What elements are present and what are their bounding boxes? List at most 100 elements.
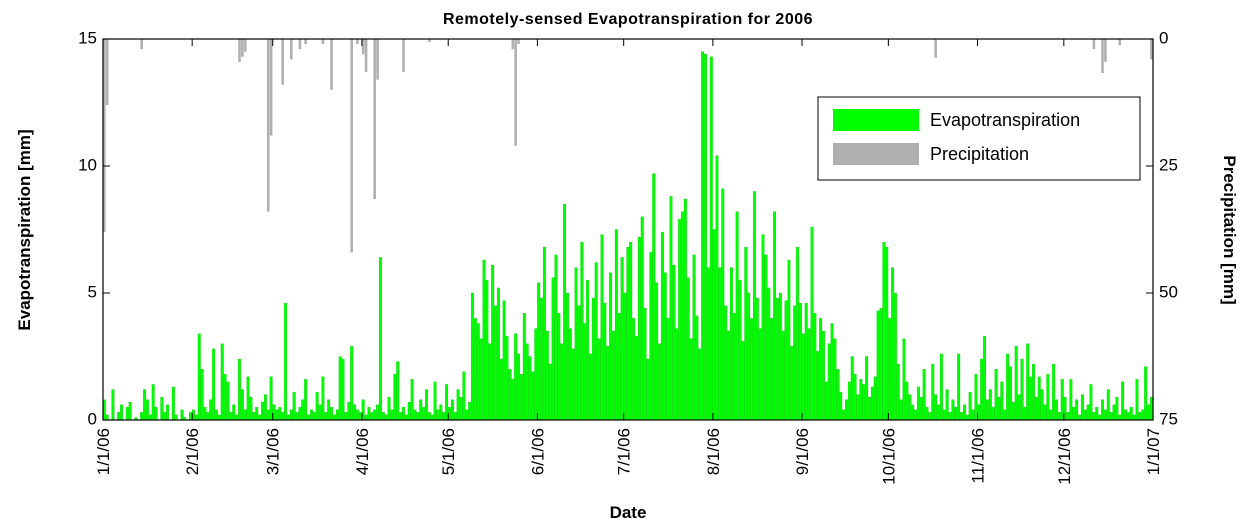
evapotranspiration-bar [983, 336, 987, 421]
evapotranspiration-bar [425, 389, 428, 421]
evapotranspiration-bar [873, 376, 877, 421]
precipitation-bar [1101, 39, 1104, 74]
evapotranspiration-bar [479, 338, 483, 421]
evapotranspiration-bar [563, 203, 567, 421]
precipitation-bar [934, 39, 937, 58]
evapotranspiration-bar [899, 399, 903, 421]
evapotranspiration-bar [387, 396, 391, 421]
evapotranspiration-bar [1098, 414, 1102, 421]
evapotranspiration-bar [200, 369, 204, 421]
evapotranspiration-bar [335, 409, 339, 421]
evapotranspiration-bar [824, 381, 828, 421]
evapotranspiration-bar [1060, 379, 1064, 421]
evapotranspiration-bar [1009, 366, 1012, 421]
evapotranspiration-bar [617, 313, 621, 421]
evapotranspiration-bar [171, 386, 175, 421]
evapotranspiration-bar [738, 280, 742, 421]
evapotranspiration-bar [511, 379, 515, 421]
evapotranspiration-bar [456, 389, 460, 421]
y-tick-label: 0 [88, 409, 97, 428]
evapotranspiration-bar [517, 353, 520, 421]
evapotranspiration-bar [801, 333, 805, 421]
evapotranspiration-bar [439, 404, 443, 421]
evapotranspiration-bar [379, 257, 382, 421]
evapotranspiration-bar [307, 414, 310, 421]
evapotranspiration-bar [209, 399, 213, 421]
evapotranspiration-bar [597, 338, 601, 421]
evapotranspiration-bar [862, 384, 866, 421]
evapotranspiration-bar [422, 407, 426, 421]
legend-swatch [833, 143, 919, 165]
evapotranspiration-bar [146, 399, 149, 421]
evapotranspiration-bar [600, 234, 604, 421]
x-tick-label: 9/1/06 [793, 428, 812, 475]
evapotranspiration-bar [174, 414, 178, 421]
evapotranspiration-bar [1006, 353, 1010, 421]
evapotranspiration-bar [793, 305, 797, 421]
evapotranspiration-bar [997, 396, 1001, 421]
evapotranspiration-bar [427, 412, 431, 421]
precipitation-bar [281, 39, 284, 85]
evapotranspiration-bar [905, 381, 909, 421]
x-tick-label: 4/1/06 [353, 428, 372, 475]
evapotranspiration-bar [902, 338, 906, 421]
evapotranspiration-bar [847, 381, 851, 421]
evapotranspiration-bar [269, 376, 273, 421]
evapotranspiration-bar [1032, 363, 1035, 421]
evapotranspiration-bar [810, 226, 814, 421]
evapotranspiration-bar [243, 409, 247, 421]
evapotranspiration-bar [514, 333, 518, 421]
evapotranspiration-bar [309, 409, 313, 421]
evapotranspiration-bar [1072, 407, 1076, 421]
evapotranspiration-bar [715, 155, 719, 421]
evapotranspiration-bar [879, 308, 883, 421]
precipitation-bar [289, 39, 293, 60]
precipitation-bar [350, 39, 353, 253]
evapotranspiration-bar [632, 318, 636, 421]
evapotranspiration-bar [626, 247, 630, 421]
evapotranspiration-bar [324, 412, 328, 421]
precipitation-bar [376, 39, 379, 80]
precipitation-bar [428, 39, 431, 43]
evapotranspiration-bar [758, 328, 762, 421]
evapotranspiration-bar [704, 54, 707, 421]
evapotranspiration-bar [143, 389, 147, 421]
evapotranspiration-bar [1078, 414, 1081, 421]
evapotranspiration-bar [381, 412, 385, 421]
evapotranspiration-bar [1089, 384, 1093, 421]
evapotranspiration-bar [965, 414, 969, 421]
evapotranspiration-bar [994, 369, 998, 421]
evapotranspiration-bar [542, 247, 546, 421]
x-tick-label: 8/1/06 [704, 428, 723, 475]
evapotranspiration-bar [522, 313, 526, 421]
x-tick-label: 1/1/07 [1144, 428, 1163, 475]
evapotranspiration-bar [646, 358, 650, 421]
evapotranspiration-bar [560, 343, 564, 421]
evapotranspiration-bar [727, 330, 730, 421]
evapotranspiration-bar [683, 198, 687, 421]
evapotranspiration-bar [1034, 396, 1038, 421]
y2-axis-label: Precipitation [mm] [1220, 155, 1239, 304]
evapotranspiration-bar [1069, 379, 1073, 421]
precipitation-bar [298, 39, 302, 50]
evapotranspiration-bar [850, 356, 854, 421]
evapotranspiration-bar [367, 407, 371, 421]
evapotranspiration-bar [712, 229, 716, 421]
evapotranspiration-bar [1101, 399, 1104, 421]
evapotranspiration-bar [384, 414, 388, 421]
evapotranspiration-bar [275, 409, 279, 421]
evapotranspiration-bar [238, 358, 241, 421]
evapotranspiration-bar [980, 358, 984, 421]
evapotranspiration-bar [1043, 404, 1047, 421]
evapotranspiration-bar [551, 277, 555, 421]
evapotranspiration-bar [853, 374, 857, 421]
evapotranspiration-bar [790, 346, 794, 421]
evapotranspiration-bar [485, 280, 489, 421]
evapotranspiration-bar [804, 303, 808, 421]
evapotranspiration-bar [698, 348, 702, 421]
evapotranspiration-bar [732, 313, 736, 421]
evapotranspiration-bar [799, 303, 802, 421]
evapotranspiration-bar [594, 262, 598, 421]
evapotranspiration-bar [304, 379, 308, 421]
evapotranspiration-bar [767, 287, 771, 421]
